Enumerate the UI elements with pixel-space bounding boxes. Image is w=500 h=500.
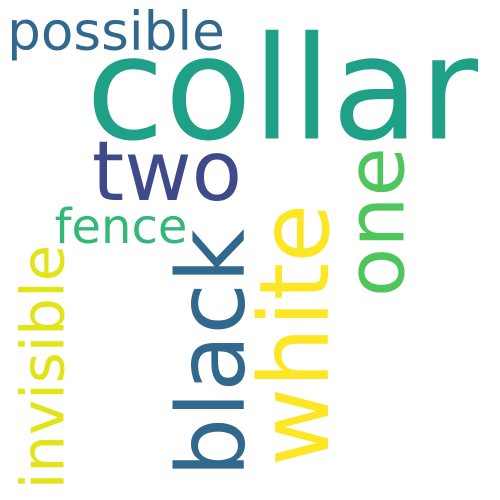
word-invisible: invisible (9, 244, 79, 490)
word-fence: fence (54, 199, 188, 255)
word-possible: possible (7, 0, 225, 63)
word-collar: collar (85, 5, 479, 173)
word-two: two (91, 123, 243, 220)
word-one: one (329, 147, 424, 297)
